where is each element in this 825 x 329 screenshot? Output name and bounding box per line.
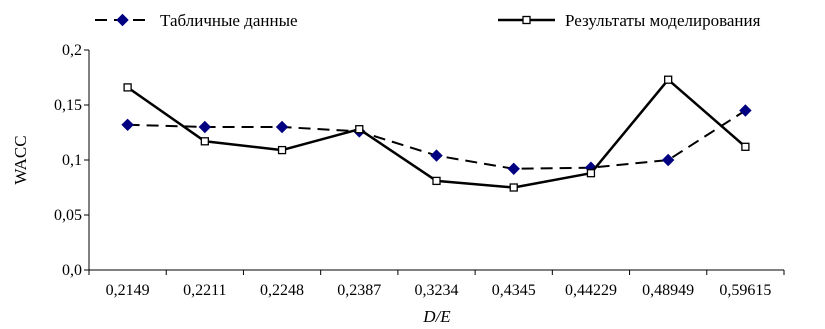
series-2-point bbox=[509, 183, 518, 192]
y-tick-label: 0,1 bbox=[62, 152, 82, 169]
legend-item-series-2: Результаты моделирования bbox=[498, 11, 761, 30]
y-tick-label: 0,05 bbox=[54, 207, 82, 224]
series-1-point bbox=[275, 120, 289, 134]
x-tick-label: 0,2248 bbox=[260, 282, 304, 299]
y-tick-label: 0,0 bbox=[62, 262, 82, 279]
y-axis-ticks: 0,0 0,05 0,1 0,15 0,2 bbox=[54, 42, 89, 279]
series-2-point bbox=[432, 176, 441, 186]
series-1-point bbox=[507, 162, 520, 176]
x-tick-label: 0,2149 bbox=[106, 282, 150, 299]
series-1 bbox=[121, 104, 752, 176]
x-tick-label: 0,3234 bbox=[415, 282, 459, 299]
series-2-point bbox=[586, 169, 596, 178]
series-1-point bbox=[121, 118, 134, 132]
legend: Табличные данные Результаты моделировани… bbox=[95, 11, 761, 30]
x-tick-label: 0,44229 bbox=[565, 282, 617, 299]
legend-marker-series-1 bbox=[116, 13, 129, 27]
y-tick-label: 0,15 bbox=[54, 97, 82, 114]
series-2-point bbox=[741, 142, 750, 151]
x-axis-ticks: 0,2149 0,2211 0,2248 0,2387 0,3234 0,4345 0,44… bbox=[88, 270, 785, 299]
series-1-point bbox=[739, 104, 752, 117]
x-tick-label: 0,59615 bbox=[719, 282, 771, 299]
x-tick-label: 0,4345 bbox=[492, 282, 536, 299]
series-2-point bbox=[123, 83, 132, 92]
series-2-point bbox=[355, 125, 364, 134]
x-tick-label: 0,2387 bbox=[337, 282, 381, 299]
series-1-point bbox=[430, 149, 443, 162]
x-tick-label: 0,2211 bbox=[183, 282, 226, 299]
series-2-point bbox=[200, 137, 209, 146]
series-1-point bbox=[198, 120, 212, 134]
legend-label-series-2: Результаты моделирования bbox=[565, 11, 761, 30]
series-2-line bbox=[126, 78, 747, 189]
series-2 bbox=[123, 75, 750, 192]
y-axis-title: WACC bbox=[11, 135, 30, 184]
legend-marker-series-2 bbox=[522, 15, 531, 25]
series-2-point bbox=[277, 145, 287, 155]
legend-item-series-1: Табличные данные bbox=[95, 11, 298, 30]
series-2-point bbox=[664, 75, 673, 84]
x-axis-title: D/E bbox=[422, 307, 451, 326]
series-layer bbox=[121, 75, 752, 192]
series-1-point bbox=[661, 153, 675, 167]
y-tick-label: 0,2 bbox=[62, 42, 82, 59]
x-tick-label: 0,48949 bbox=[642, 282, 694, 299]
legend-label-series-1: Табличные данные bbox=[160, 11, 298, 30]
